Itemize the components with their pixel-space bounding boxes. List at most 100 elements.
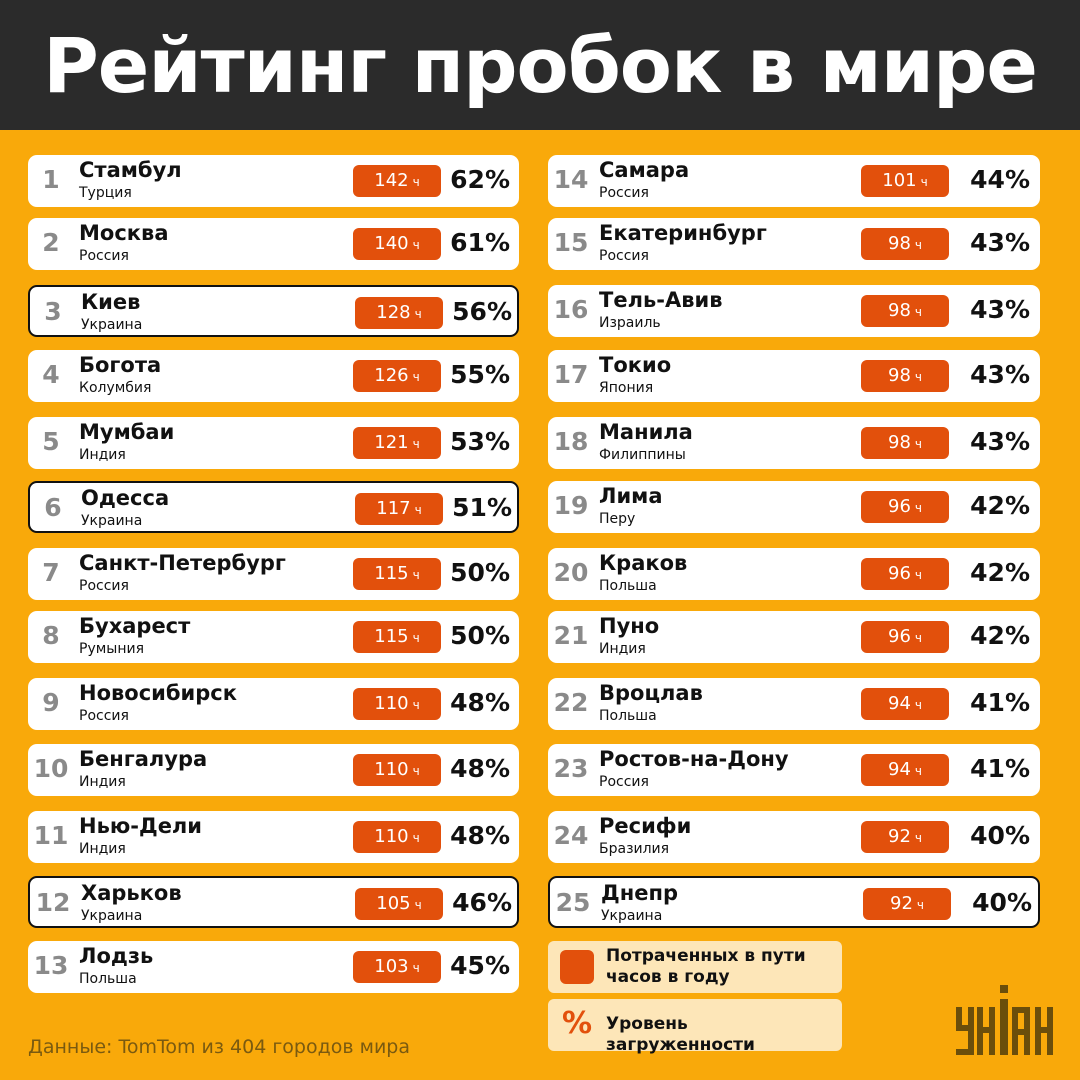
rank-number: 25 xyxy=(555,888,591,917)
hours-badge: 96 ч xyxy=(861,558,949,590)
hours-unit: ч xyxy=(916,898,924,912)
congestion-percent: 43% xyxy=(970,360,1030,389)
hours-unit: ч xyxy=(914,501,922,515)
hours-badge: 98 ч xyxy=(861,295,949,327)
city-name: Тель-Авив xyxy=(599,288,723,312)
hours-unit: ч xyxy=(414,898,422,912)
rank-number: 12 xyxy=(35,888,71,917)
congestion-percent: 44% xyxy=(970,165,1030,194)
legend-hours: Потраченных в пути часов в году xyxy=(548,941,842,993)
hours-value: 128 xyxy=(376,302,411,323)
city-row: 19 Лима Перу 96 ч 42% xyxy=(548,481,1040,533)
hours-badge: 110 ч xyxy=(353,821,441,853)
country-name: Украина xyxy=(601,908,663,924)
congestion-percent: 51% xyxy=(452,493,512,522)
hours-unit: ч xyxy=(412,568,420,582)
hours-unit: ч xyxy=(914,568,922,582)
city-name: Ресифи xyxy=(599,814,692,838)
rank-number: 19 xyxy=(553,491,589,520)
rank-number: 11 xyxy=(33,821,69,850)
hours-badge: 96 ч xyxy=(861,621,949,653)
hours-value: 117 xyxy=(376,498,411,519)
country-name: Колумбия xyxy=(79,380,152,396)
city-row: 20 Краков Польша 96 ч 42% xyxy=(548,548,1040,600)
city-row: 5 Мумбаи Индия 121 ч 53% xyxy=(28,417,519,469)
city-name: Манила xyxy=(599,420,693,444)
hours-value: 126 xyxy=(374,365,409,386)
country-name: Бразилия xyxy=(599,841,670,857)
city-row: 24 Ресифи Бразилия 92 ч 40% xyxy=(548,811,1040,863)
congestion-percent: 62% xyxy=(450,165,510,194)
hours-value: 103 xyxy=(374,956,409,977)
city-name: Бухарест xyxy=(79,614,191,638)
country-name: Румыния xyxy=(79,641,145,657)
hours-badge: 115 ч xyxy=(353,558,441,590)
rank-number: 3 xyxy=(44,297,62,326)
country-name: Украина xyxy=(81,908,143,924)
city-name: Бенгалура xyxy=(79,747,208,771)
congestion-percent: 50% xyxy=(450,558,510,587)
congestion-percent: 45% xyxy=(450,951,510,980)
hours-unit: ч xyxy=(412,831,420,845)
country-name: Филиппины xyxy=(599,447,686,463)
hours-unit: ч xyxy=(412,175,420,189)
city-row: 8 Бухарест Румыния 115 ч 50% xyxy=(28,611,519,663)
unian-logo xyxy=(956,985,1053,1055)
hours-unit: ч xyxy=(412,238,420,252)
congestion-percent: 43% xyxy=(970,295,1030,324)
hours-value: 110 xyxy=(374,826,409,847)
hours-unit: ч xyxy=(414,307,422,321)
country-name: Индия xyxy=(79,447,126,463)
source-note: Данные: TomTom из 404 городов мира xyxy=(28,1036,410,1058)
legend-percent: % Уровень загруженности xyxy=(548,999,842,1055)
city-name: Богота xyxy=(79,353,162,377)
congestion-percent: 55% xyxy=(450,360,510,389)
country-name: Россия xyxy=(599,248,649,264)
city-name: Лодзь xyxy=(79,944,154,968)
rank-number: 2 xyxy=(42,228,60,257)
city-row: 15 Екатеринбург Россия 98 ч 43% xyxy=(548,218,1040,270)
rank-number: 13 xyxy=(33,951,69,980)
hours-unit: ч xyxy=(920,175,928,189)
country-name: Украина xyxy=(81,513,143,529)
hours-unit: ч xyxy=(412,631,420,645)
city-name: Москва xyxy=(79,221,169,245)
hours-badge: 92 ч xyxy=(863,888,951,920)
congestion-percent: 48% xyxy=(450,821,510,850)
hours-value: 96 xyxy=(888,626,911,647)
city-row: 12 Харьков Украина 105 ч 46% xyxy=(28,876,519,928)
rank-number: 22 xyxy=(553,688,589,717)
congestion-percent: 42% xyxy=(970,491,1030,520)
hours-unit: ч xyxy=(914,831,922,845)
hours-badge: 92 ч xyxy=(861,821,949,853)
hours-value: 101 xyxy=(882,170,917,191)
congestion-percent: 50% xyxy=(450,621,510,650)
country-name: Россия xyxy=(599,774,649,790)
city-row: 22 Вроцлав Польша 94 ч 41% xyxy=(548,678,1040,730)
hours-badge: 117 ч xyxy=(355,493,443,525)
city-name: Ростов-на-Дону xyxy=(599,747,789,771)
rank-number: 20 xyxy=(553,558,589,587)
legend-hours-line2: часов в году xyxy=(606,967,730,987)
congestion-percent: 48% xyxy=(450,688,510,717)
hours-badge: 140 ч xyxy=(353,228,441,260)
city-row: 23 Ростов-на-Дону Россия 94 ч 41% xyxy=(548,744,1040,796)
congestion-percent: 61% xyxy=(450,228,510,257)
hours-value: 98 xyxy=(888,233,911,254)
country-name: Израиль xyxy=(599,315,661,331)
hours-unit: ч xyxy=(414,503,422,517)
country-name: Япония xyxy=(599,380,654,396)
rank-number: 16 xyxy=(553,295,589,324)
hours-badge: 105 ч xyxy=(355,888,443,920)
hours-value: 110 xyxy=(374,759,409,780)
country-name: Россия xyxy=(79,578,129,594)
hours-badge: 110 ч xyxy=(353,754,441,786)
congestion-percent: 56% xyxy=(452,297,512,326)
country-name: Украина xyxy=(81,317,143,333)
hours-value: 121 xyxy=(374,432,409,453)
city-row: 7 Санкт-Петербург Россия 115 ч 50% xyxy=(28,548,519,600)
city-row: 10 Бенгалура Индия 110 ч 48% xyxy=(28,744,519,796)
city-row: 2 Москва Россия 140 ч 61% xyxy=(28,218,519,270)
congestion-percent: 43% xyxy=(970,427,1030,456)
hours-badge: 128 ч xyxy=(355,297,443,329)
